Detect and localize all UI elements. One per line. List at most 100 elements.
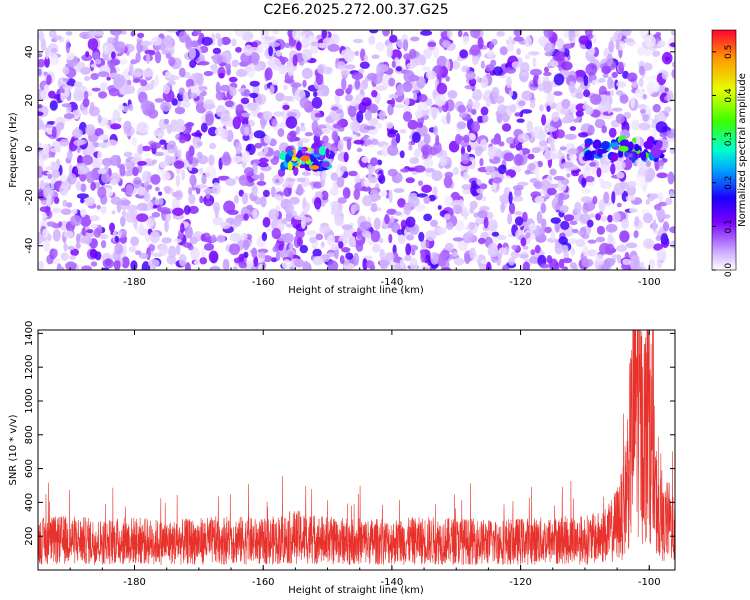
heatmap-cell (423, 196, 431, 204)
heatmap-cell (253, 130, 266, 139)
heatmap-cell (617, 244, 628, 252)
heatmap-cell (412, 89, 420, 94)
heatmap-cell (320, 241, 325, 248)
heatmap-cell (40, 89, 51, 100)
heatmap-cell (282, 108, 287, 121)
heatmap-cell (43, 71, 48, 76)
heatmap-cell (468, 221, 476, 231)
heatmap-cell (520, 109, 533, 114)
heatmap-cell (615, 160, 623, 171)
heatmap-cell (469, 134, 476, 141)
heatmap-cell (669, 42, 675, 48)
heatmap-cell (189, 236, 198, 245)
heatmap-cell (431, 107, 438, 120)
heatmap-cell (66, 202, 73, 208)
heatmap-x-label: Height of straight line (km) (288, 285, 424, 296)
snr-panel: -180 -160 -140 -120 -100 200 400 600 800 1000 120… (8, 321, 676, 596)
heatmap-cell (43, 182, 51, 196)
heatmap-cell (607, 214, 613, 223)
heatmap-cell (70, 248, 79, 256)
heatmap-cell (319, 127, 332, 134)
heatmap-cell (81, 109, 89, 116)
heatmap-cell (198, 61, 210, 66)
heatmap-cell (388, 93, 399, 99)
heatmap-cell (625, 195, 636, 202)
heatmap-cell (405, 216, 416, 228)
heatmap-cell (640, 108, 646, 115)
heatmap-cell (133, 216, 138, 229)
heatmap-cell (395, 133, 401, 144)
heatmap-cell (38, 104, 43, 109)
heatmap-cell (47, 43, 59, 56)
heatmap-cell (107, 37, 116, 44)
heatmap-cell (639, 77, 644, 88)
heatmap-cell (75, 181, 82, 191)
heatmap-cell (293, 259, 305, 268)
heatmap-cell (238, 261, 247, 269)
heatmap-cell (433, 125, 438, 136)
heatmap-cell (140, 40, 152, 47)
heatmap-cell (654, 114, 659, 122)
heatmap-cell (180, 222, 185, 234)
heatmap-cell (256, 45, 264, 54)
heatmap-cell (389, 215, 395, 224)
heatmap-cell (212, 216, 224, 226)
heatmap-cell (530, 249, 536, 256)
heatmap-cell (141, 145, 152, 152)
heatmap-cell (594, 118, 606, 129)
heatmap-cell (80, 183, 87, 192)
heatmap-cell (200, 122, 208, 133)
heatmap-cell (140, 79, 148, 87)
heatmap-cell (654, 203, 662, 211)
heatmap-cell (413, 92, 418, 101)
y-tick-label: 1000 (24, 388, 35, 413)
heatmap-cell (388, 233, 393, 244)
heatmap-cell (247, 144, 252, 151)
y-tick-label: -40 (24, 238, 35, 254)
heatmap-cell (589, 162, 597, 167)
heatmap-cell (616, 81, 627, 88)
heatmap-cell (667, 171, 675, 185)
heatmap-cell (263, 110, 273, 121)
heatmap-cell (251, 185, 258, 195)
heatmap-cell (58, 221, 63, 227)
heatmap-cell (513, 153, 524, 166)
heatmap-cell (491, 231, 500, 237)
heatmap-cell (122, 170, 134, 177)
heatmap-cell (315, 233, 324, 241)
heatmap-cell (337, 197, 347, 204)
heatmap-cell (314, 197, 322, 210)
heatmap-cell (553, 175, 565, 181)
heatmap-cell (461, 65, 470, 73)
heatmap-cell (469, 247, 476, 259)
heatmap-cell (139, 222, 144, 235)
colorbar-gradient (711, 29, 737, 271)
heatmap-cell (341, 77, 347, 91)
heatmap-cell (154, 74, 160, 87)
heatmap-cell (635, 88, 643, 98)
heatmap-feature-cell (655, 140, 663, 150)
heatmap-cell (76, 193, 89, 200)
heatmap-cell (189, 59, 197, 69)
heatmap-cell (203, 243, 215, 251)
heatmap-cell (65, 31, 73, 36)
heatmap-feature-cell (601, 140, 610, 150)
heatmap-cell (433, 47, 440, 59)
heatmap-cell (370, 157, 379, 167)
heatmap-cell (340, 69, 350, 76)
heatmap-cell (664, 56, 670, 62)
heatmap-cell (546, 255, 553, 264)
heatmap-cell (364, 110, 372, 121)
heatmap-cell (417, 122, 424, 128)
heatmap-cell (268, 41, 281, 48)
heatmap-cell (77, 155, 84, 166)
heatmap-cell (446, 30, 453, 38)
y-tick-label: 40 (24, 45, 35, 58)
heatmap-cell (112, 109, 121, 121)
heatmap-cell (143, 192, 151, 203)
heatmap-cell (276, 223, 285, 228)
heatmap-cell (425, 240, 430, 249)
heatmap-cell (178, 31, 188, 43)
heatmap-cell (450, 191, 460, 202)
heatmap-cell (319, 225, 331, 234)
